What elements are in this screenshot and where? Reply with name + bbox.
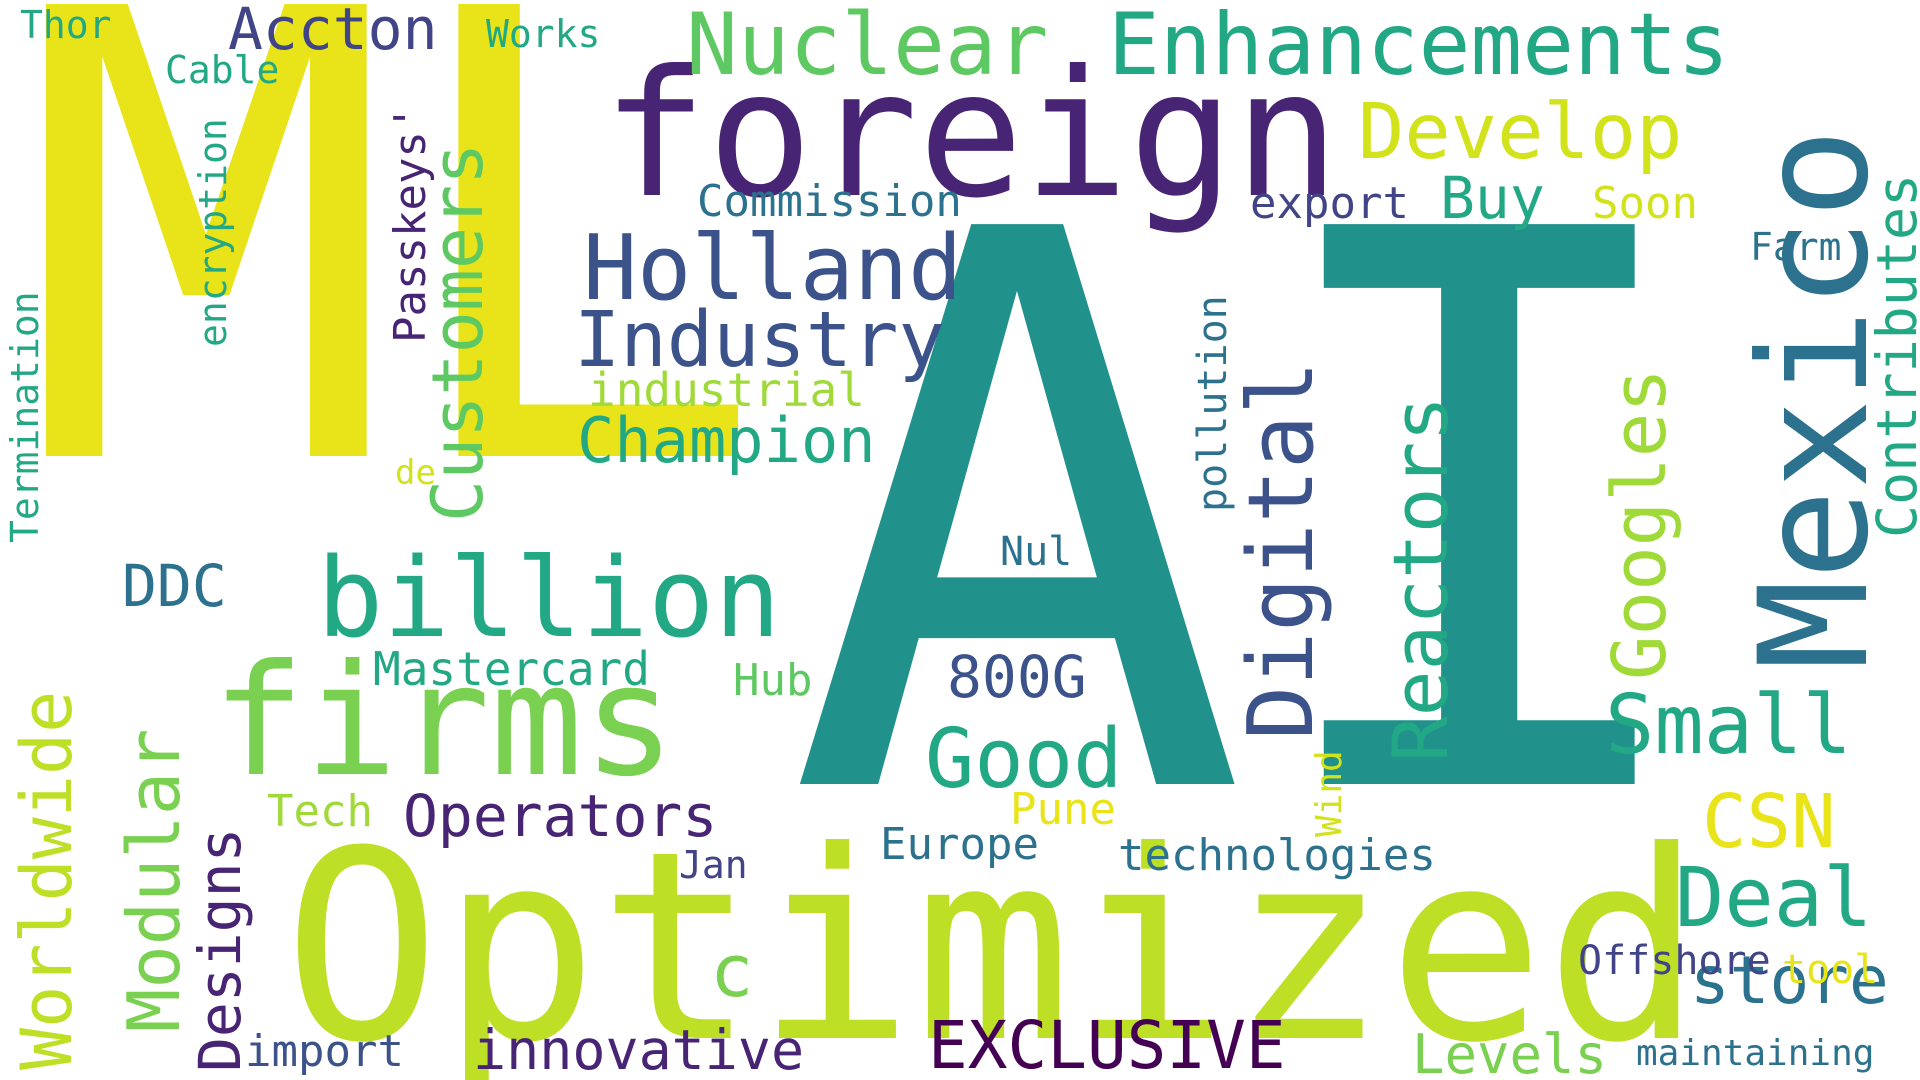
- word-store: store: [1690, 942, 1889, 1019]
- word-tech: Tech: [267, 786, 373, 837]
- word-worldwide: Worldwide: [6, 690, 88, 1070]
- word-technologies: technologies: [1118, 830, 1436, 881]
- word-works: Works: [486, 12, 601, 56]
- word-industrial: industrial: [588, 363, 865, 417]
- word-operators: Operators: [403, 782, 718, 850]
- word-firms: firms: [212, 632, 676, 811]
- word-accton: Accton: [228, 0, 438, 63]
- word-jan: Jan: [679, 843, 748, 887]
- word-termination: Termination: [3, 291, 47, 543]
- word-champion: Champion: [577, 404, 876, 477]
- word-800g: 800G: [947, 643, 1087, 711]
- word-billion: billion: [317, 534, 781, 662]
- word-reactors: Reactors: [1376, 395, 1465, 762]
- word-levels: Levels: [1412, 1023, 1608, 1080]
- word-googles: Googles: [1597, 368, 1683, 680]
- word-thor: Thor: [20, 3, 112, 47]
- word-tool: tool: [1782, 947, 1879, 993]
- word-maintaining: maintaining: [1636, 1033, 1875, 1074]
- word-farm: Farm: [1750, 225, 1842, 269]
- word-ai: AI: [786, 72, 1711, 966]
- word-enhancements: Enhancements: [1108, 0, 1730, 95]
- word-deal: Deal: [1675, 851, 1873, 946]
- word-buy: Buy: [1440, 164, 1545, 232]
- word-foreign: foreign: [602, 34, 1340, 237]
- word-nuclear: Nuclear: [686, 0, 1049, 95]
- word-cable: Cable: [165, 48, 280, 92]
- word-optimized: Optimized: [283, 795, 1703, 1080]
- word-good: Good: [925, 712, 1123, 807]
- word-import: import: [245, 1026, 404, 1077]
- word-ml: ML: [20, 0, 767, 603]
- word-offshore: Offshore: [1578, 938, 1771, 984]
- word-commission: Commission: [697, 176, 962, 227]
- word-exclusive: EXCLUSIVE: [928, 1007, 1286, 1080]
- word-modular: Modular: [112, 728, 196, 1032]
- word-small: Small: [1605, 678, 1852, 773]
- word-contributes: Contributes: [1865, 173, 1920, 538]
- word-nul: Nul: [1000, 529, 1073, 575]
- word-pune: Pune: [1010, 784, 1116, 835]
- word-develop: Develop: [1358, 88, 1683, 177]
- word-csn: CSN: [1702, 779, 1836, 865]
- word-soon: Soon: [1592, 178, 1698, 229]
- word-de: de: [395, 453, 436, 493]
- word-designs: Designs: [186, 827, 254, 1072]
- word-digital: Digital: [1229, 360, 1334, 740]
- word-wind: Wind: [1309, 750, 1350, 837]
- word-passkeys: Passkeys': [385, 104, 436, 343]
- word-mastercard: Mastercard: [373, 642, 650, 696]
- word-c: c: [710, 929, 754, 1013]
- word-ddc: DDC: [122, 552, 227, 620]
- word-innovative: innovative: [473, 1018, 805, 1080]
- word-hub: Hub: [733, 655, 813, 706]
- word-holland: Holland: [583, 216, 963, 321]
- word-export: export: [1250, 178, 1409, 229]
- word-europe: Europe: [880, 819, 1039, 870]
- word-encryption: encryption: [191, 118, 235, 347]
- word-industry: Industry: [574, 296, 945, 385]
- word-pollution: pollution: [1190, 295, 1236, 512]
